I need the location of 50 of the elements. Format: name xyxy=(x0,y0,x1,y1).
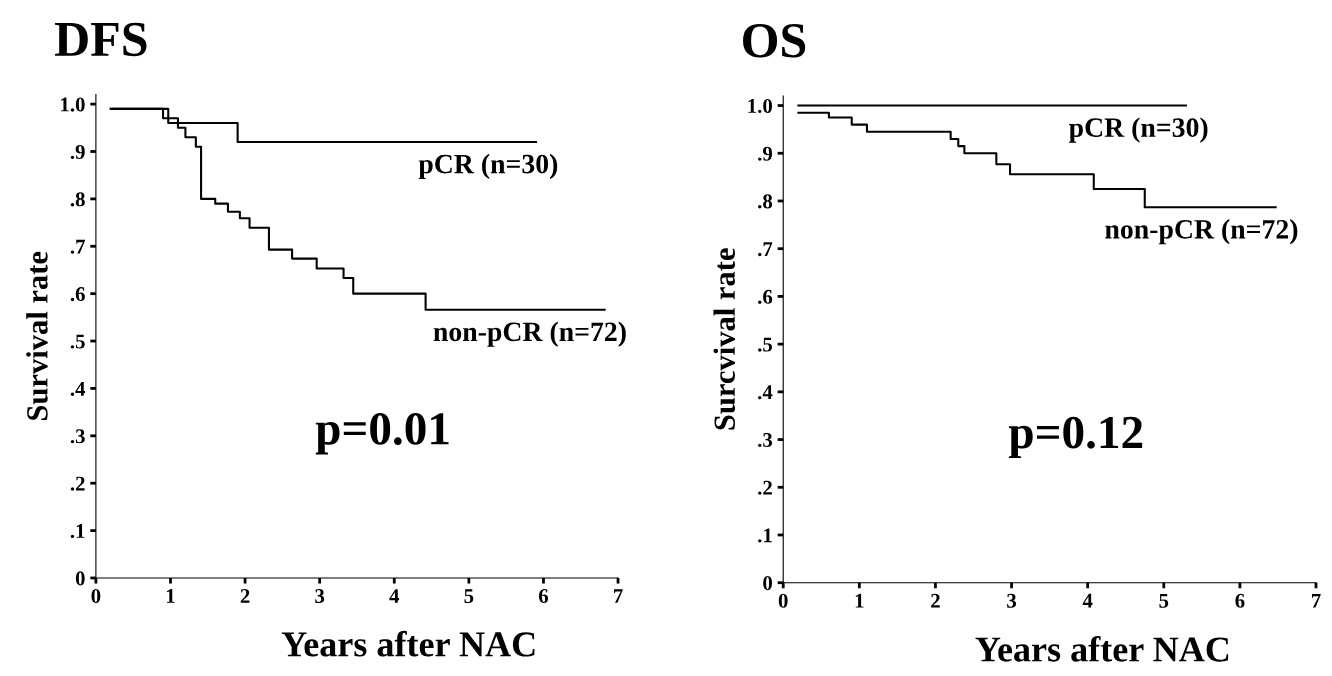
x-tick-label: 2 xyxy=(240,589,250,603)
x-axis-title: Years after NAC xyxy=(975,635,1229,662)
x-tick-label: 2 xyxy=(931,593,940,608)
y-axis-title: Survival rate xyxy=(26,251,48,420)
y-tick-label: .8 xyxy=(758,194,773,209)
y-tick-label: .5 xyxy=(70,334,85,349)
y-tick-label: .6 xyxy=(758,289,773,304)
y-tick-label: .2 xyxy=(758,480,772,495)
y-tick-label: .3 xyxy=(70,429,85,444)
y-tick-label: .9 xyxy=(758,146,773,161)
x-tick-label: 3 xyxy=(1007,593,1017,608)
y-tick-label: .4 xyxy=(758,385,773,400)
y-tick-label: 0 xyxy=(763,576,773,591)
x-tick-label: 6 xyxy=(538,589,549,604)
x-tick-label: 1 xyxy=(855,593,864,608)
series-label: non-pCR (n=72) xyxy=(433,321,626,347)
y-tick-label: .2 xyxy=(70,476,85,491)
x-tick-label: 3 xyxy=(315,589,325,604)
chart-title: DFS xyxy=(55,22,147,57)
x-tick-label: 7 xyxy=(1312,593,1321,608)
y-axis-title: Surcvival rate xyxy=(713,248,736,430)
y-tick-label: .7 xyxy=(758,242,773,257)
y-tick-label: 1.0 xyxy=(61,97,85,112)
y-tick-label: .6 xyxy=(70,287,85,302)
y-tick-label: .4 xyxy=(70,381,86,396)
y-tick-label: 0 xyxy=(75,571,85,586)
x-tick-label: 6 xyxy=(1235,593,1245,608)
annotation: p=0.01 xyxy=(315,412,449,455)
annotation: p=0.12 xyxy=(1008,416,1143,459)
chart-title: OS xyxy=(743,23,806,58)
x-tick-label: 4 xyxy=(1082,593,1093,608)
y-tick-label: .9 xyxy=(70,144,85,160)
y-tick-label: .3 xyxy=(758,432,773,448)
x-tick-label: 7 xyxy=(614,589,623,603)
x-axis-title: Years after NAC xyxy=(281,630,535,657)
x-tick-label: 4 xyxy=(389,589,400,603)
y-tick-label: .8 xyxy=(70,192,85,207)
y-tick-label: .5 xyxy=(758,337,773,352)
x-tick-label: 0 xyxy=(91,589,101,604)
y-tick-label: 1.0 xyxy=(748,98,773,114)
series-label: pCR (n=30) xyxy=(1068,117,1208,143)
series-label: non-pCR (n=72) xyxy=(1105,219,1298,245)
x-tick-label: 0 xyxy=(778,593,788,608)
series-label: pCR (n=30) xyxy=(418,153,558,180)
y-tick-label: .1 xyxy=(70,524,85,539)
y-tick-label: .1 xyxy=(758,528,772,543)
y-tick-label: .7 xyxy=(70,239,85,254)
x-tick-label: 1 xyxy=(166,589,175,603)
x-tick-label: 5 xyxy=(464,589,474,604)
x-tick-label: 5 xyxy=(1159,593,1169,608)
